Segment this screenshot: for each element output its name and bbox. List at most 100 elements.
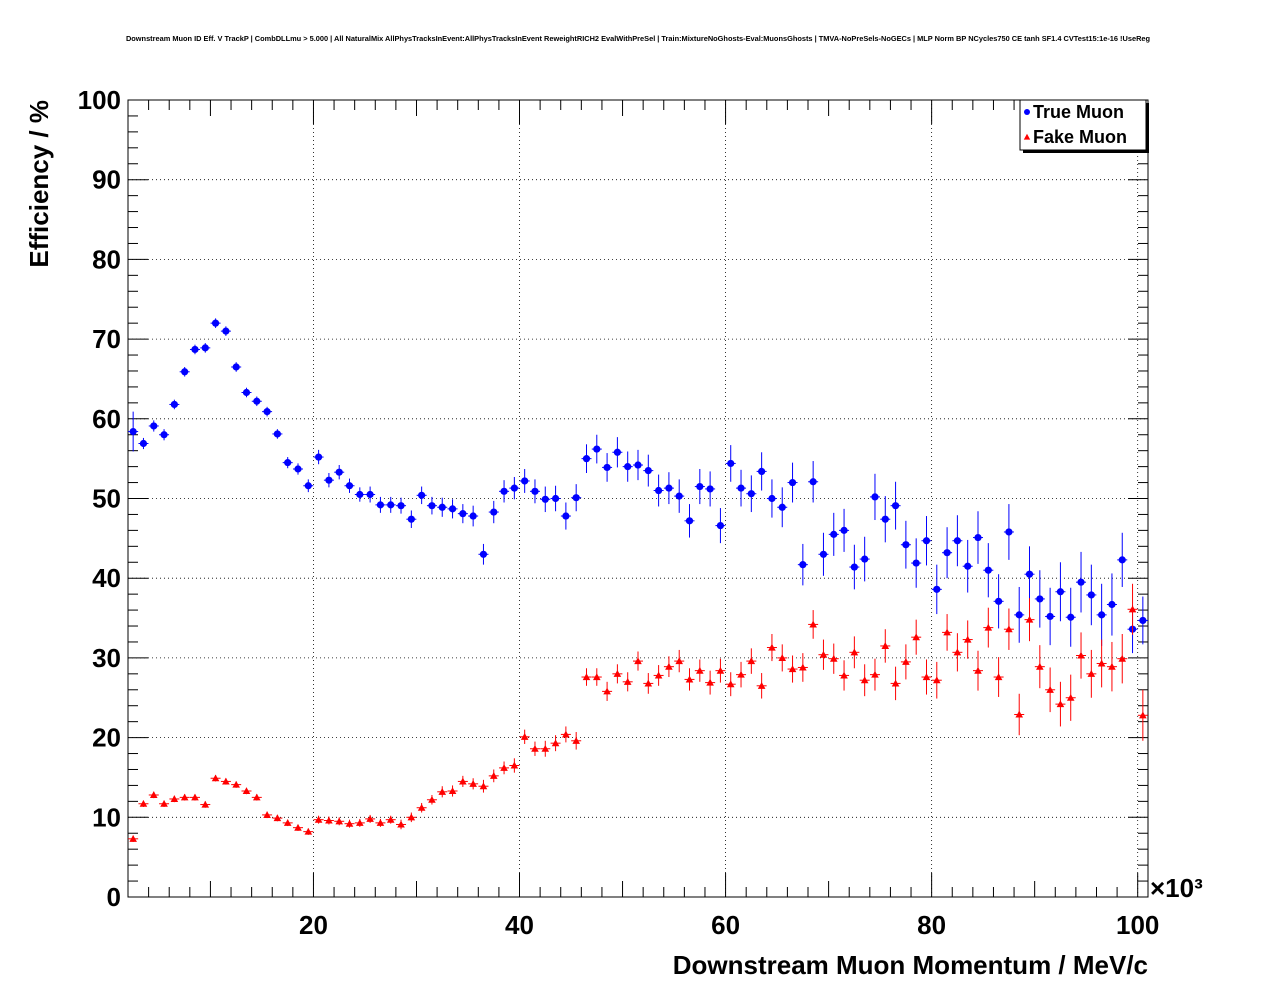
data-point [387,501,395,509]
data-point [757,681,766,689]
data-point [902,658,910,665]
x-tick-label: 60 [711,910,740,940]
plot-title: Downstream Muon ID Eff. V TrackP | CombD… [125,34,1151,43]
data-point [912,559,920,567]
data-point [644,679,653,687]
data-point [778,654,787,661]
data-point [902,541,910,549]
data-point [428,795,436,803]
grid [128,100,1148,897]
data-point [129,835,137,842]
data-point [706,678,714,686]
data-point [819,550,828,558]
data-point [1046,685,1054,693]
x-axis-title: Downstream Muon Momentum / MeV/c [673,950,1148,980]
data-point [510,484,518,492]
data-point [541,495,549,503]
data-point [170,795,179,803]
legend-label: Fake Muon [1033,127,1127,147]
data-point [386,815,395,823]
data-point [345,482,354,490]
y-tick-label: 90 [92,165,121,195]
data-point [613,448,621,456]
data-point [211,774,220,782]
data-point [490,508,498,516]
data-point [685,675,694,683]
data-point [294,465,302,473]
data-point [417,803,426,811]
data-point [655,486,663,495]
series-true-muon [128,318,1148,654]
x-tick-label: 40 [505,910,534,940]
data-point [345,819,354,827]
data-point [799,561,807,569]
data-point [933,585,941,593]
data-point [727,459,735,468]
data-point [521,477,529,485]
data-point [222,327,230,335]
data-point [582,455,591,463]
data-point [654,671,663,679]
data-point [891,679,900,687]
data-point [1118,654,1127,662]
data-point [531,487,539,495]
y-tick-label: 20 [92,723,121,753]
data-point [273,430,281,438]
data-point [551,739,560,747]
data-point [325,476,333,484]
data-point [861,555,869,563]
data-point [1025,570,1034,578]
data-point [191,345,199,354]
data-point [1067,613,1075,621]
data-point [644,467,652,475]
data-point [304,827,313,835]
data-point [222,777,230,785]
data-point [397,820,405,828]
data-point [1077,578,1085,586]
y-tick-label: 100 [78,85,121,115]
data-point [1056,700,1065,708]
data-point [943,628,951,636]
data-point [603,463,611,472]
data-point [469,512,477,520]
data-point [428,502,436,510]
data-point [1139,616,1147,625]
data-point [242,787,251,795]
data-point [356,490,364,499]
data-point [1087,670,1096,677]
data-point [953,537,961,545]
data-point [634,461,642,469]
data-point [366,815,374,822]
data-point [201,800,210,808]
data-point [1066,693,1075,701]
data-point [562,512,570,520]
data-point [696,482,704,491]
data-point [922,537,931,545]
y-tick-label: 70 [92,324,121,354]
data-point [438,787,447,795]
data-point [407,515,415,523]
data-point [1036,662,1044,670]
data-point [685,517,694,525]
legend-marker [1023,133,1031,140]
data-point [160,431,168,439]
data-point [541,744,550,752]
data-point [211,319,220,327]
y-tick-label: 10 [92,802,121,832]
data-point [1108,600,1116,609]
data-point [963,635,972,643]
y-tick-label: 40 [92,563,121,593]
data-point [242,388,251,397]
legend: True Muon Fake Muon [1019,99,1149,153]
data-point [459,777,467,785]
data-point [830,530,838,538]
y-tick-label: 50 [92,484,121,514]
data-point [1036,595,1044,603]
data-point [325,816,333,824]
y-tick-label: 80 [92,244,121,274]
data-point [294,823,302,831]
data-point [489,772,498,779]
data-point [788,478,797,487]
data-point [366,490,374,499]
data-point [984,566,992,574]
